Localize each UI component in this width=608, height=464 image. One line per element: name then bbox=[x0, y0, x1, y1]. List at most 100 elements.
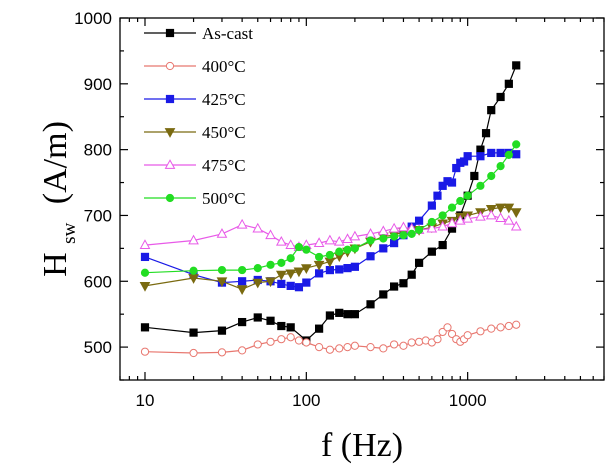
data-point bbox=[496, 92, 505, 102]
data-point bbox=[313, 237, 325, 247]
data-point bbox=[390, 282, 399, 291]
data-point bbox=[487, 171, 496, 181]
series-5 bbox=[140, 140, 521, 277]
data-point bbox=[333, 235, 345, 246]
data-point bbox=[504, 321, 513, 331]
data-point bbox=[335, 247, 344, 256]
data-point bbox=[487, 148, 496, 158]
data-point bbox=[294, 242, 304, 252]
data-point bbox=[512, 150, 521, 159]
y-axis-label: H sw (A/m) bbox=[37, 121, 83, 277]
data-point bbox=[475, 210, 486, 221]
data-point bbox=[390, 340, 399, 349]
data-point bbox=[496, 161, 505, 171]
data-point bbox=[504, 150, 513, 160]
data-point bbox=[314, 342, 324, 352]
legend-entry: 475°C bbox=[144, 156, 246, 175]
data-point bbox=[476, 152, 485, 161]
data-point bbox=[188, 234, 199, 245]
data-point bbox=[286, 281, 295, 290]
data-point bbox=[462, 212, 474, 223]
data-point bbox=[463, 331, 472, 340]
data-point bbox=[414, 225, 424, 235]
data-point bbox=[275, 235, 287, 246]
data-point bbox=[302, 278, 311, 287]
data-point bbox=[139, 239, 151, 249]
data-point bbox=[325, 250, 334, 260]
data-point bbox=[495, 203, 506, 214]
data-point bbox=[399, 231, 408, 240]
data-point bbox=[388, 222, 400, 233]
data-point bbox=[426, 222, 438, 233]
series-1 bbox=[140, 320, 521, 358]
data-point bbox=[236, 218, 248, 229]
data-point bbox=[379, 244, 388, 253]
data-point bbox=[438, 327, 447, 337]
legend-label: As-cast bbox=[202, 24, 253, 43]
data-point bbox=[265, 229, 276, 240]
data-point bbox=[238, 265, 247, 275]
data-point bbox=[470, 171, 479, 181]
data-point bbox=[447, 203, 457, 212]
data-point bbox=[266, 316, 275, 325]
data-point bbox=[454, 214, 466, 225]
data-point bbox=[189, 266, 198, 275]
data-point bbox=[414, 258, 424, 267]
data-point bbox=[217, 348, 227, 357]
data-point bbox=[252, 222, 264, 233]
data-point bbox=[275, 270, 287, 281]
data-point bbox=[265, 277, 276, 288]
data-point bbox=[285, 239, 297, 249]
data-point bbox=[399, 341, 408, 350]
data-point bbox=[503, 214, 515, 225]
data-point bbox=[314, 324, 324, 333]
data-point bbox=[485, 209, 497, 220]
data-point bbox=[438, 181, 447, 190]
legend-marker bbox=[164, 159, 176, 169]
data-point bbox=[140, 323, 150, 332]
data-point bbox=[335, 308, 344, 317]
data-point bbox=[485, 204, 497, 215]
data-point bbox=[286, 254, 295, 263]
data-point bbox=[277, 258, 286, 267]
data-point bbox=[407, 338, 416, 347]
legend-marker bbox=[165, 193, 175, 203]
data-point bbox=[438, 240, 447, 250]
data-point bbox=[293, 267, 305, 278]
y-axis-label-unit: (A/m) bbox=[37, 121, 74, 204]
data-point bbox=[504, 79, 513, 88]
data-point bbox=[266, 260, 275, 269]
data-point bbox=[325, 345, 334, 354]
legend-label: 500°C bbox=[202, 189, 246, 208]
data-point bbox=[335, 344, 344, 353]
data-point bbox=[414, 337, 424, 346]
data-point bbox=[407, 229, 416, 238]
data-point bbox=[286, 333, 295, 342]
data-point bbox=[236, 285, 248, 296]
data-point bbox=[238, 317, 247, 327]
data-point bbox=[414, 216, 424, 225]
data-point bbox=[399, 279, 408, 288]
y-tick-label: 700 bbox=[84, 206, 112, 225]
legend-label: 475°C bbox=[202, 156, 246, 175]
data-point bbox=[286, 323, 295, 332]
data-point bbox=[456, 196, 465, 206]
data-point bbox=[476, 181, 485, 190]
data-point bbox=[140, 252, 150, 262]
data-point bbox=[139, 281, 151, 292]
data-point bbox=[487, 324, 496, 333]
y-tick-label: 600 bbox=[84, 272, 112, 291]
legend-marker bbox=[165, 28, 175, 38]
data-point bbox=[510, 220, 522, 231]
data-point bbox=[495, 212, 506, 222]
data-point bbox=[446, 217, 458, 228]
legend-entry: 450°C bbox=[144, 123, 246, 142]
x-tick-label: 100 bbox=[292, 391, 320, 410]
data-point bbox=[277, 279, 286, 289]
data-point bbox=[217, 265, 227, 275]
data-point bbox=[189, 328, 198, 337]
data-point bbox=[335, 265, 344, 274]
y-tick-label: 800 bbox=[84, 141, 112, 160]
legend-marker bbox=[164, 128, 176, 138]
data-point bbox=[140, 347, 150, 356]
